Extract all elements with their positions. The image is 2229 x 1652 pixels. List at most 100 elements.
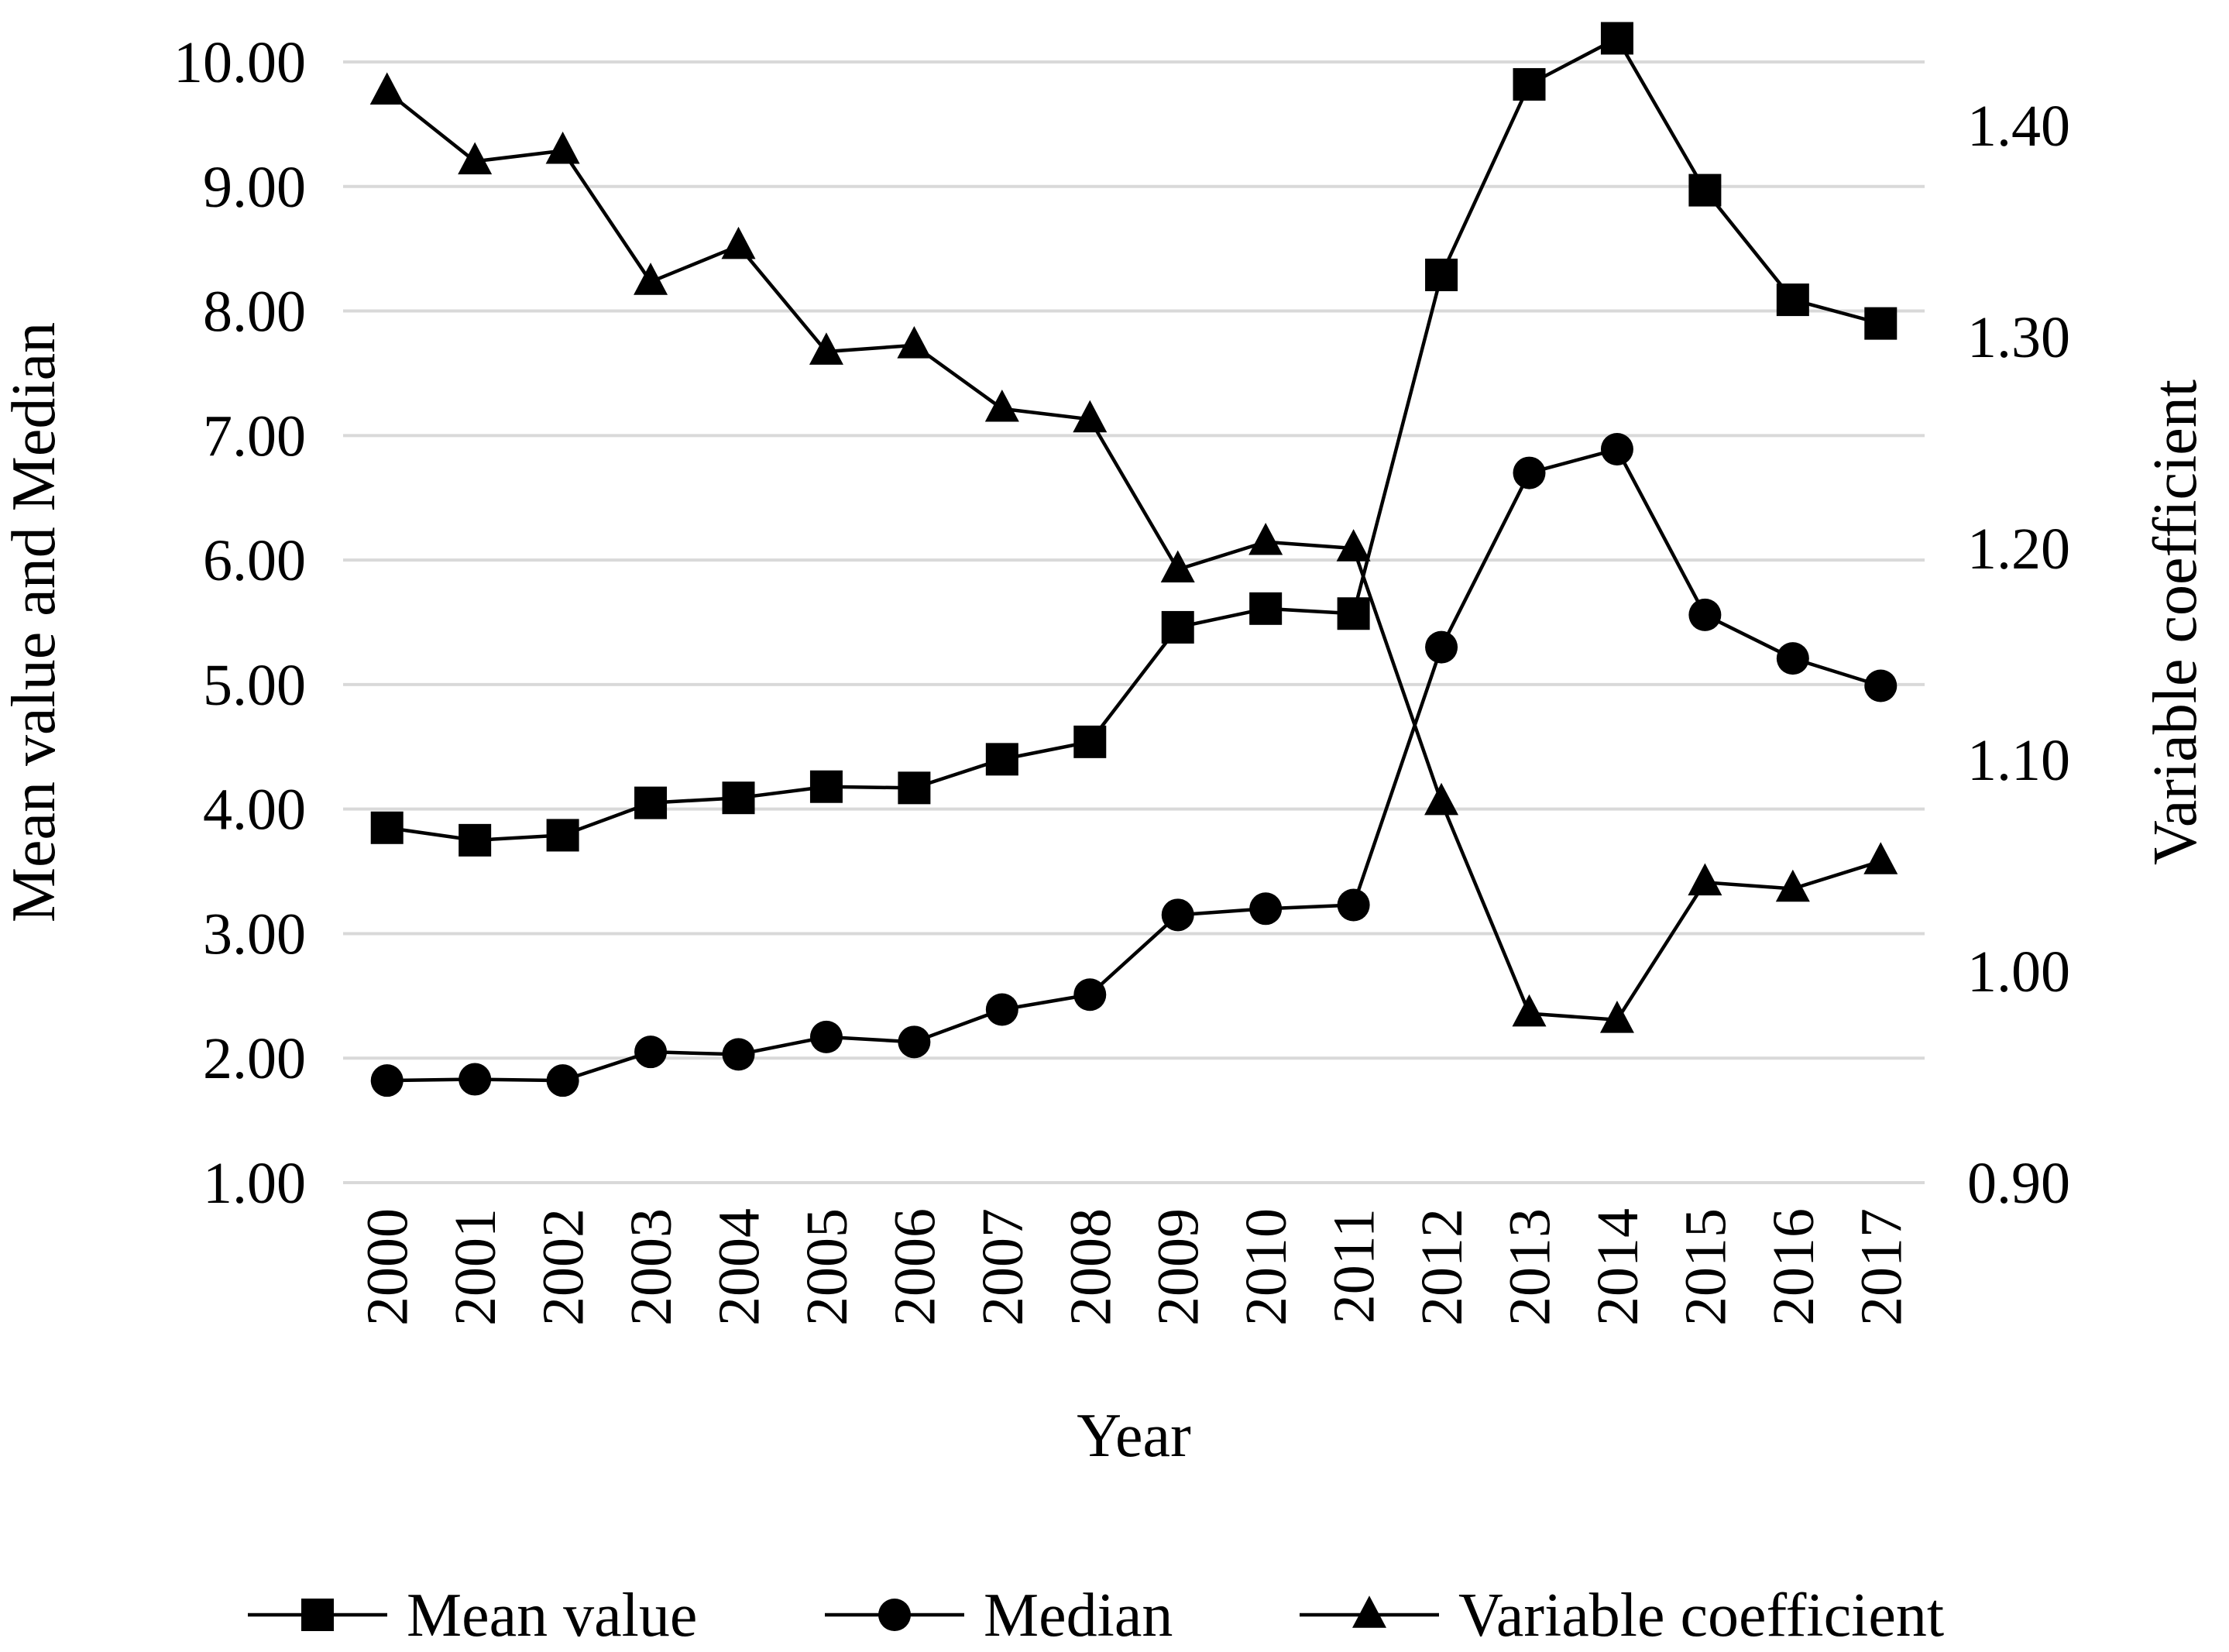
- legend-item: Mean value: [248, 1582, 697, 1650]
- x-tick-label: 2009: [1146, 1208, 1211, 1326]
- data-point-square: [1249, 592, 1283, 625]
- y-tick-label-left: 7.00: [203, 404, 306, 469]
- data-point-square: [1425, 258, 1458, 291]
- legend-marker-square: [301, 1599, 334, 1631]
- series-line: [386, 447, 1881, 1083]
- y-tick-label-right: 1.30: [1967, 305, 2070, 370]
- data-point-square: [1513, 67, 1546, 101]
- data-point-triangle: [1775, 869, 1810, 902]
- x-tick-label: 2001: [443, 1208, 508, 1326]
- series-variable-coefficient: [369, 72, 1898, 1033]
- data-point-circle: [1600, 433, 1633, 466]
- data-point-triangle: [369, 72, 404, 105]
- y-tick-label-left: 1.00: [203, 1151, 306, 1216]
- data-point-square: [1073, 725, 1107, 758]
- data-point-triangle: [1863, 842, 1898, 874]
- data-point-circle: [1513, 456, 1546, 489]
- y-tick-label-right: 1.40: [1967, 94, 2070, 159]
- data-point-triangle: [984, 389, 1019, 422]
- data-point-square: [1688, 173, 1722, 207]
- data-point-square: [898, 771, 931, 805]
- data-point-circle: [898, 1025, 931, 1059]
- data-point-triangle: [1599, 1000, 1634, 1033]
- data-point-triangle: [458, 142, 493, 175]
- data-point-circle: [1864, 669, 1898, 702]
- data-point-square: [1776, 283, 1809, 317]
- legend-label: Median: [984, 1582, 1173, 1650]
- data-point-square: [459, 823, 492, 857]
- x-axis-title: Year: [1077, 1402, 1190, 1470]
- x-tick-label: 2012: [1410, 1208, 1475, 1326]
- legend-marker-triangle: [1352, 1595, 1386, 1628]
- x-tick-label: 2016: [1761, 1208, 1826, 1326]
- data-point-triangle: [809, 332, 843, 365]
- y-tick-label-left: 6.00: [203, 528, 306, 593]
- series-median: [370, 433, 1898, 1097]
- x-tick-label: 2000: [355, 1208, 421, 1326]
- y-tick-label-left: 3.00: [203, 902, 306, 967]
- data-point-circle: [809, 1020, 843, 1053]
- y-tick-label-right: 0.90: [1967, 1151, 2070, 1216]
- data-point-square: [370, 811, 404, 844]
- legend-marker-circle: [878, 1599, 911, 1631]
- x-tick-label: 2003: [619, 1208, 684, 1326]
- data-point-square: [722, 781, 755, 815]
- data-point-circle: [634, 1036, 668, 1069]
- legend-label: Variable coefficient: [1458, 1582, 1944, 1650]
- y-tick-label-right: 1.10: [1967, 728, 2070, 793]
- y-tick-label-left: 5.00: [203, 653, 306, 718]
- axes: 1.00 2.00 3.00 4.00 5.00 6.00 7.00 8.00 9.00 10.0…: [0, 30, 2210, 1470]
- data-point-triangle: [1160, 550, 1195, 583]
- series: [369, 22, 1898, 1097]
- data-point-circle: [1688, 598, 1722, 631]
- data-point-square: [1864, 307, 1898, 340]
- data-point-circle: [546, 1064, 579, 1097]
- data-point-square: [1161, 610, 1194, 644]
- data-point-square: [1600, 22, 1633, 55]
- series-line: [386, 90, 1881, 1022]
- data-point-triangle: [1073, 400, 1108, 433]
- data-point-circle: [722, 1038, 755, 1071]
- gridlines: [343, 60, 1925, 1184]
- data-point-triangle: [1424, 782, 1459, 816]
- x-tick-label: 2005: [795, 1208, 860, 1326]
- y-axis-title-left: Mean value and Median: [0, 322, 68, 922]
- data-point-circle: [370, 1064, 404, 1097]
- x-tick-label: 2015: [1673, 1208, 1738, 1326]
- data-point-square: [1337, 597, 1370, 630]
- data-point-triangle: [897, 326, 932, 359]
- x-tick-label: 2011: [1322, 1208, 1387, 1324]
- y-tick-label-left: 8.00: [203, 280, 306, 345]
- data-point-square: [634, 786, 668, 819]
- y-axis-title-right: Variable coefficient: [2141, 380, 2210, 865]
- data-point-circle: [1161, 898, 1194, 932]
- legend: Mean value Median Variable coefficient: [248, 1582, 1944, 1650]
- legend-item: Median: [825, 1582, 1173, 1650]
- data-point-triangle: [1248, 522, 1283, 555]
- y-tick-label-left: 9.00: [203, 155, 306, 220]
- x-tick-label: 2004: [707, 1208, 772, 1326]
- x-tick-label: 2008: [1058, 1208, 1123, 1326]
- y-tick-label-left: 10.00: [173, 30, 306, 95]
- legend-item: Variable coefficient: [1300, 1582, 1944, 1650]
- data-point-circle: [985, 993, 1018, 1026]
- data-point-triangle: [634, 263, 668, 295]
- y-tick-label-right: 1.20: [1967, 517, 2070, 582]
- data-point-triangle: [545, 131, 580, 164]
- y-tick-label-left: 2.00: [203, 1026, 306, 1091]
- data-point-triangle: [721, 226, 756, 259]
- y-tick-label-left: 4.00: [203, 778, 306, 843]
- series-mean-value: [370, 22, 1898, 857]
- x-tick-label: 2006: [882, 1208, 947, 1326]
- data-point-square: [985, 743, 1018, 776]
- x-tick-label: 2002: [531, 1208, 596, 1326]
- legend-label: Mean value: [407, 1582, 697, 1650]
- y-tick-label-right: 1.00: [1967, 939, 2070, 1005]
- data-point-circle: [1425, 630, 1458, 664]
- series-line: [386, 36, 1881, 843]
- x-tick-label: 2017: [1849, 1208, 1914, 1326]
- data-point-triangle: [1688, 863, 1722, 896]
- x-tick-label: 2014: [1585, 1208, 1650, 1326]
